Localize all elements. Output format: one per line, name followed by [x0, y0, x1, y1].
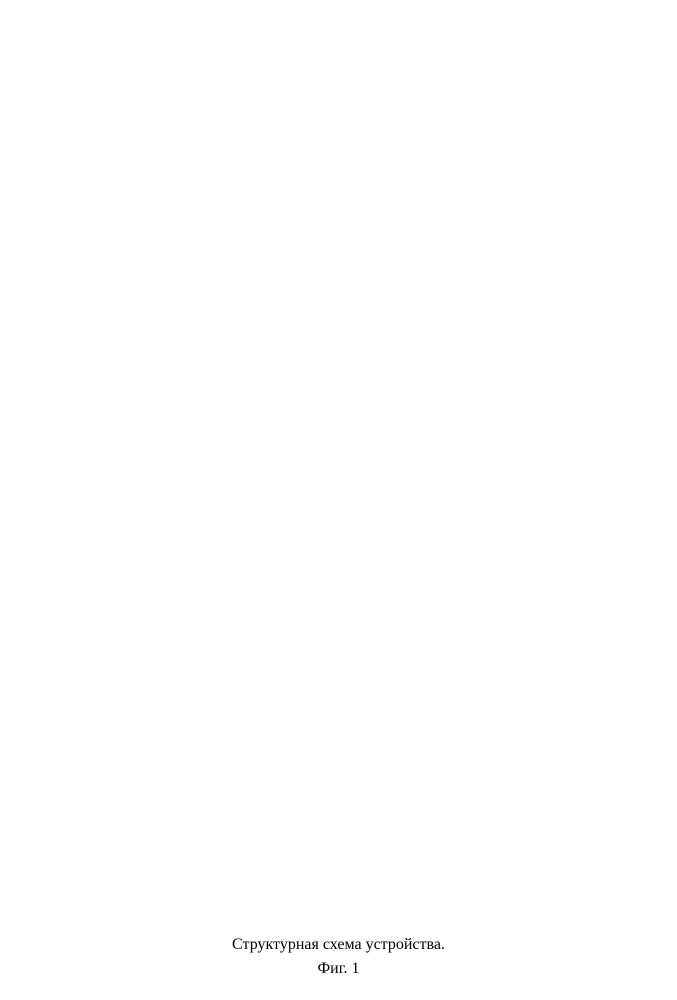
diagram-edges-layer [0, 0, 677, 1000]
caption-line-1: Структурная схема устройства. [0, 936, 677, 954]
caption-line-2: Фиг. 1 [0, 960, 677, 978]
